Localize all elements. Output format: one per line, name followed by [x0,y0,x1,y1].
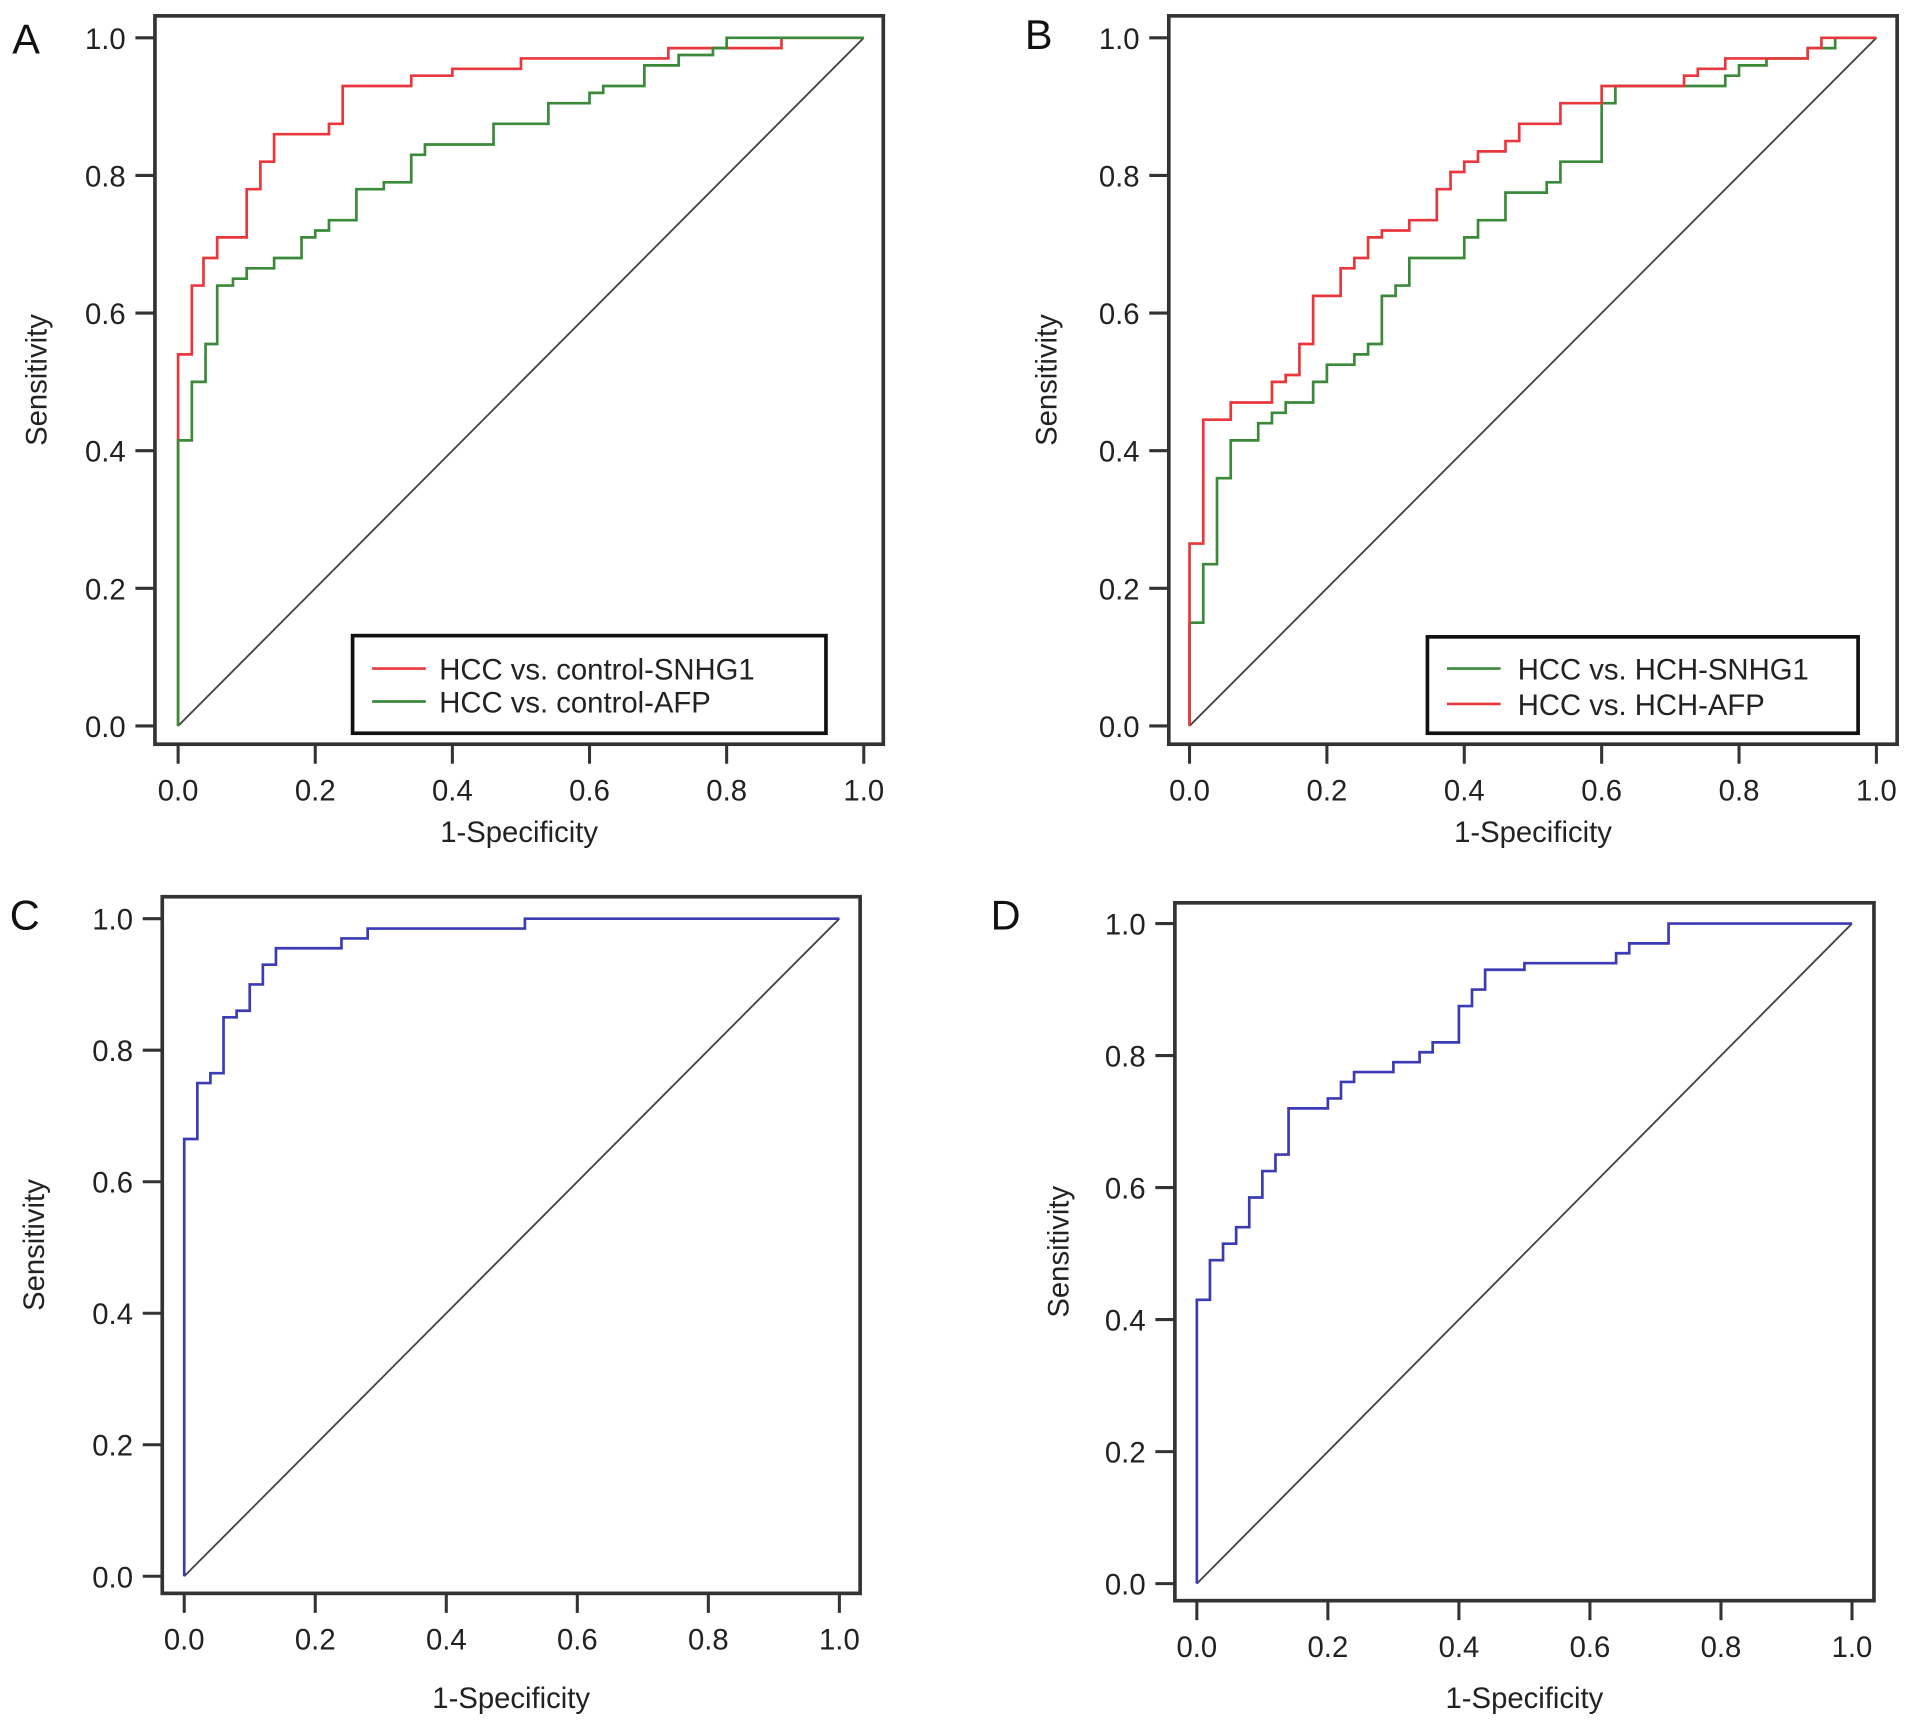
plot-frame [160,894,862,1596]
x-tick-label: 0.4 [426,1623,467,1656]
y-axis-title: Sensitivity [20,314,53,446]
y-tick-label: 0.2 [92,1430,133,1463]
panel-letter: A [12,16,40,63]
x-axis-title: 1-Specificity [432,1682,590,1715]
y-tick-label: 0.0 [1105,1569,1146,1602]
x-tick-label: 0.6 [1570,1631,1611,1664]
y-tick-label: 0.6 [85,298,126,331]
y-tick-label: 0.6 [92,1167,133,1200]
panel-d: D 0.0 0.2 0.4 0.6 0.8 1.0 0.0 0.2 0.4 0.6 0.8 1.0 1-S… [991,892,1876,1715]
y-tick-label: 0.2 [1105,1437,1146,1470]
y-tick-label: 0.4 [85,436,126,469]
y-tick-label: 0.0 [85,711,126,744]
y-tick-label: 0.6 [1105,1173,1146,1206]
roc-curve-series [182,917,840,1577]
y-tick-label: 1.0 [1099,23,1140,56]
x-tick-label: 0.6 [557,1623,598,1656]
x-tick-label: 1.0 [1856,774,1897,807]
y-axis-title: Sensitivity [1031,314,1064,446]
x-tick-label: 0.4 [1439,1631,1480,1664]
reference-diagonal [183,918,841,1577]
x-tick-label: 0.0 [1169,774,1210,807]
legend-label: HCC vs. HCH-AFP [1518,689,1765,722]
y-tick-label: 1.0 [92,904,133,937]
x-tick-label: 0.4 [1444,774,1485,807]
plot-frame [1173,900,1876,1603]
x-tick-label: 0.8 [1719,774,1760,807]
y-tick-label: 0.6 [1099,298,1140,331]
legend-label: HCC vs. control-AFP [439,686,711,719]
y-tick-label: 0.0 [1099,711,1140,744]
y-tick-label: 1.0 [1105,909,1146,942]
x-tick-label: 0.2 [295,774,336,807]
y-tick-label: 0.8 [1105,1041,1146,1074]
reference-diagonal [177,37,865,727]
x-tick-label: 0.2 [1307,774,1348,807]
roc-curve-hcc-vs-hch-afp [1188,36,1877,726]
plot-frame [1166,14,1899,747]
x-tick-label: 0.0 [158,774,199,807]
x-tick-label: 0.8 [706,774,747,807]
x-axis-title: 1-Specificity [440,816,598,849]
x-tick-label: 1.0 [819,1623,860,1656]
y-tick-label: 0.0 [92,1561,133,1594]
panel-b: B 0.0 0.2 0.4 0.6 0.8 1.0 0.0 0.2 0.4 0.6 0.8 1.0 1-S… [1025,11,1899,849]
y-tick-label: 0.8 [1099,160,1140,193]
legend-label: HCC vs. control-SNHG1 [439,654,754,687]
x-tick-label: 0.2 [1308,1631,1349,1664]
panel-letter: D [991,892,1021,939]
y-tick-label: 0.4 [1105,1305,1146,1338]
panel-letter: B [1025,11,1053,58]
y-axis-title: Sensitivity [1043,1186,1076,1318]
x-axis-title: 1-Specificity [1454,816,1612,849]
roc-curve-hcc-vs-control-snhg1 [176,36,864,726]
y-tick-label: 0.8 [85,160,126,193]
y-tick-label: 0.2 [1099,573,1140,606]
reference-diagonal [1196,922,1853,1585]
x-tick-label: 0.8 [688,1623,729,1656]
x-tick-label: 0.8 [1701,1631,1742,1664]
y-tick-label: 0.8 [92,1035,133,1068]
panel-a: A 0.0 0.2 0.4 0.6 0.8 1.0 0.0 0.2 0.4 0.6 0.8 1.0 1-S… [12,14,886,849]
x-tick-label: 0.2 [295,1623,336,1656]
roc-curve-hcc-vs-hch-snhg1 [1188,36,1877,726]
panel-c: C 0.0 0.2 0.4 0.6 0.8 1.0 0.0 0.2 0.4 0.6 0.8 1.0 1-S… [10,892,862,1715]
x-tick-label: 0.0 [1177,1631,1218,1664]
legend-box [1425,635,1860,736]
y-axis-title: Sensitivity [18,1179,51,1311]
y-tick-label: 1.0 [85,23,126,56]
y-tick-label: 0.2 [85,573,126,606]
y-tick-label: 0.4 [92,1298,133,1331]
panel-letter: C [10,892,40,939]
x-tick-label: 1.0 [843,774,884,807]
x-axis-title: 1-Specificity [1446,1682,1604,1715]
legend-box [350,633,828,736]
roc-curve-series [1195,922,1852,1584]
plot-frame [153,14,886,747]
y-tick-label: 0.4 [1099,436,1140,469]
x-tick-label: 0.4 [432,774,473,807]
roc-curve-hcc-vs-control-afp [176,36,864,726]
x-tick-label: 0.6 [1581,774,1622,807]
legend-label: HCC vs. HCH-SNHG1 [1518,654,1809,687]
reference-diagonal [1188,37,1878,727]
x-tick-label: 1.0 [1832,1631,1873,1664]
x-tick-label: 0.6 [569,774,610,807]
x-tick-label: 0.0 [164,1623,205,1656]
